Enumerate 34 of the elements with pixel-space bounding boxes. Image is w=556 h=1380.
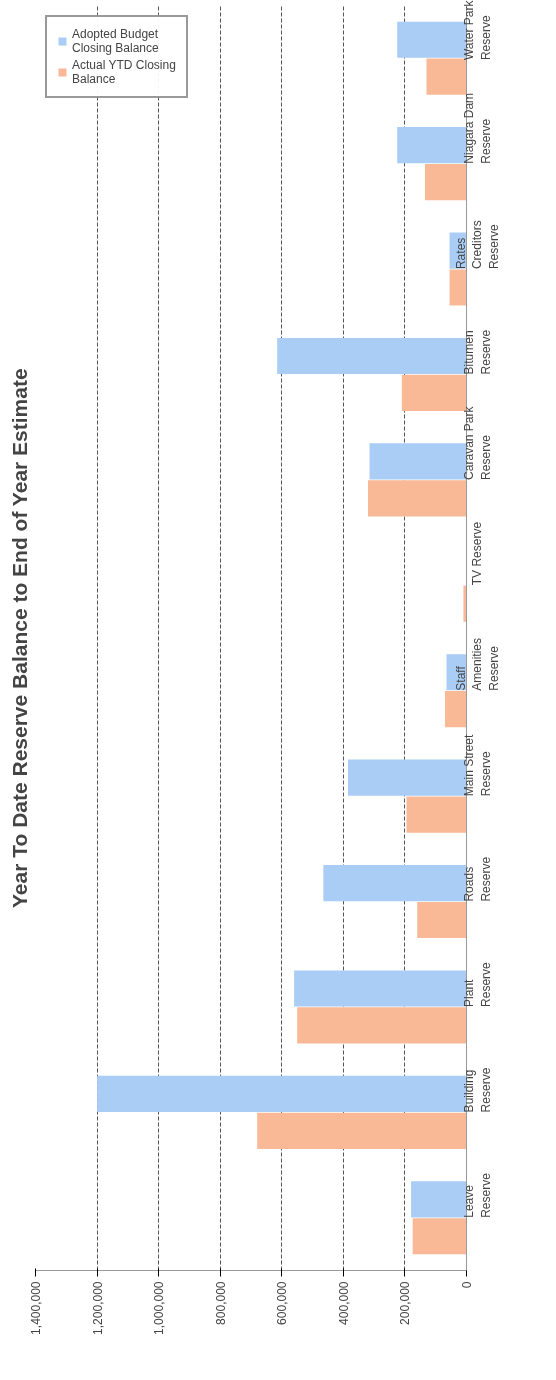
x-tick-label: 400,000: [336, 1281, 351, 1325]
bar: [367, 480, 467, 517]
y-tick-label: Main Street Reserve: [462, 734, 493, 797]
bar: [417, 901, 467, 939]
bar: [449, 269, 467, 306]
bar: [297, 1007, 467, 1044]
x-tick-label: 800,000: [213, 1281, 228, 1325]
y-tick-label: Staff Amenities Reserve: [453, 638, 502, 691]
x-tick-label: 1,000,000: [152, 1281, 167, 1335]
y-tick-label: Plant Reserve: [462, 961, 493, 1007]
x-tick-label: 1,400,000: [29, 1281, 43, 1335]
y-tick-label: Niagara Dam Reserve: [462, 92, 493, 164]
bar: [463, 585, 467, 622]
bar: [424, 163, 467, 201]
y-tick-label: Rates Creditors Reserve: [453, 220, 502, 270]
y-tick-label: Bitumen Reserve: [462, 329, 493, 375]
y-tick-label: Building Reserve: [462, 1067, 493, 1113]
bar: [426, 58, 467, 95]
y-tick-label: Leave Reserve: [462, 1172, 493, 1218]
y-tick-label: Water Park Reserve: [462, 0, 493, 61]
x-tick-label: 600,000: [275, 1281, 290, 1325]
y-tick-label: Caravan Park Reserve: [462, 405, 493, 480]
y-tick-label: TV Reserve: [470, 521, 485, 586]
y-tick-label: Roads Reserve: [462, 856, 493, 902]
x-tick-label: 1,200,000: [90, 1281, 105, 1335]
x-tick-label: 200,000: [398, 1281, 413, 1325]
bar: [412, 1218, 467, 1255]
bar: [257, 1112, 467, 1149]
bar: [444, 691, 467, 728]
x-tick-label: 0: [460, 1281, 474, 1289]
legend-label: Adopted Budget Closing Balance: [72, 27, 159, 55]
legend-label: Actual YTD Closing Balance: [72, 58, 176, 86]
text: Year To Date Reserve Balance to End of Year Estimate: [7, 368, 31, 908]
bar: [406, 796, 467, 833]
